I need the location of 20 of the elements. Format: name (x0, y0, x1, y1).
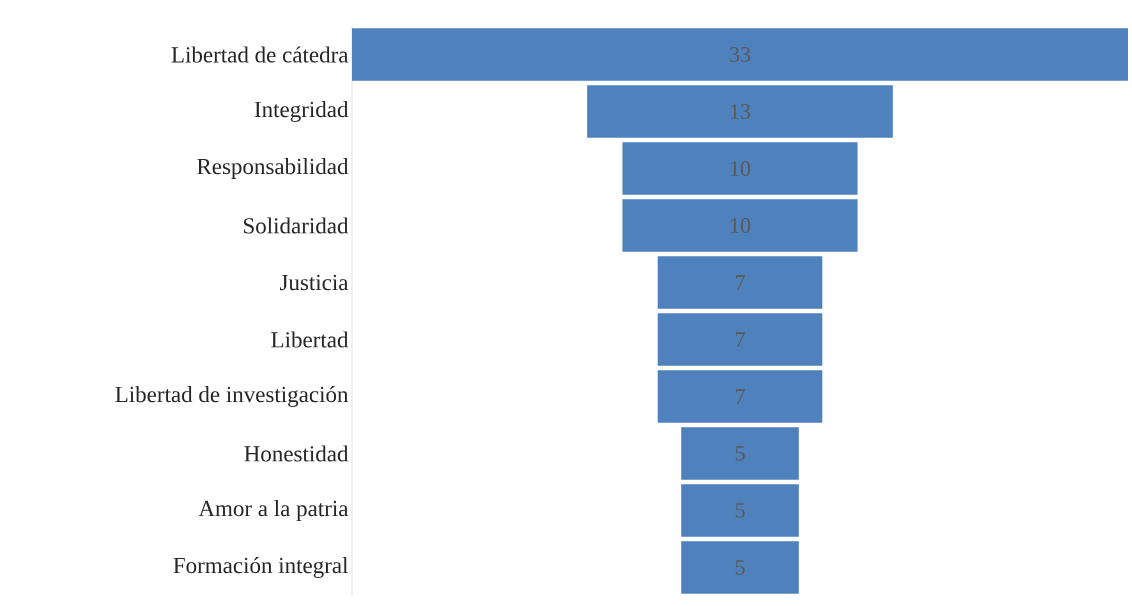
data-label: 33 (730, 47, 751, 62)
category-label: Libertad de cátedra (171, 46, 349, 63)
data-label: 5 (735, 446, 745, 461)
category-label: Formación integral (173, 557, 349, 578)
data-label: 13 (730, 104, 751, 119)
data-label: 7 (735, 332, 745, 347)
data-label: 5 (735, 503, 745, 518)
data-label: 5 (735, 560, 745, 575)
category-label: Amor a la patria (198, 500, 349, 521)
category-label: Libertad (271, 331, 349, 348)
category-label: Honestidad (244, 445, 349, 462)
category-label: Integridad (254, 101, 349, 122)
category-label: Justicia (279, 274, 349, 291)
category-label: Solidaridad (243, 217, 349, 234)
data-label: 7 (735, 275, 745, 290)
data-label: 7 (735, 389, 745, 404)
category-label: Libertad de investigación (115, 386, 349, 407)
category-label: Responsabilidad (197, 158, 349, 179)
data-label: 10 (730, 161, 751, 176)
data-label: 10 (730, 218, 751, 233)
